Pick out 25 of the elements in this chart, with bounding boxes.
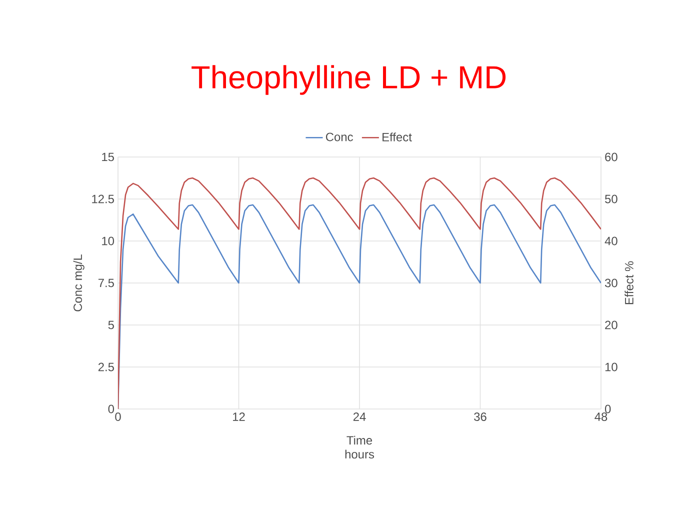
y2-tick-label: 40 — [604, 236, 618, 246]
y-tick-label: 2.5 — [98, 362, 114, 372]
y2-tick-label: 50 — [605, 194, 618, 204]
y-tick-label: 5 — [108, 320, 114, 330]
y-tick-label: 12.5 — [92, 194, 114, 204]
y2-axis-title: Effect % — [624, 261, 634, 304]
y2-tick-label: 30 — [604, 278, 618, 288]
legend-label: Conc — [326, 132, 353, 142]
y-tick-label: 7.5 — [98, 278, 114, 288]
chart-title: Theophylline LD + MD — [192, 65, 506, 95]
y-axis-title: Conc mg/L — [73, 254, 84, 312]
x-tick-label: 12 — [233, 412, 245, 421]
legend-label: Effect — [382, 132, 412, 142]
y-tick-label: 15 — [102, 152, 114, 162]
y2-tick-label: 10 — [605, 362, 618, 372]
y2-tick-label: 20 — [605, 320, 618, 330]
y2-tick-label: 0 — [604, 404, 611, 414]
x-tick-label: 24 — [353, 412, 366, 421]
y-tick-label: 0 — [108, 404, 114, 414]
y-tick-label: 10 — [102, 236, 114, 246]
x-tick-label: 48 — [594, 412, 608, 421]
y2-tick-label: 60 — [605, 152, 618, 162]
x-tick-label: 0 — [115, 412, 121, 421]
x-tick-label: 36 — [474, 412, 486, 421]
x-axis-title: Time hours — [345, 436, 374, 459]
